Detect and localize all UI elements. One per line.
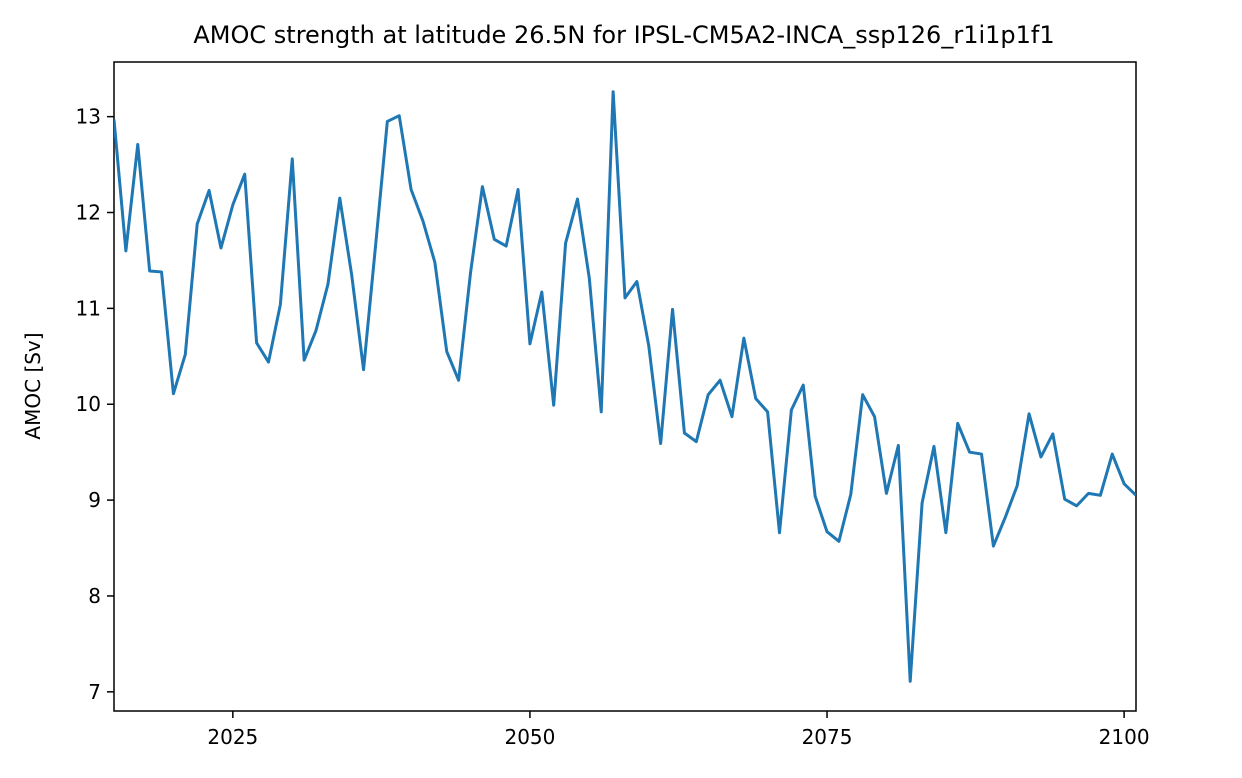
y-tick-label: 9 xyxy=(88,488,101,512)
y-tick-label: 8 xyxy=(88,584,101,608)
x-tick-label: 2075 xyxy=(802,725,853,749)
y-tick-label: 13 xyxy=(76,105,101,129)
y-axis-title: AMOC [Sv] xyxy=(21,332,45,439)
y-tick-label: 10 xyxy=(76,392,101,416)
y-tick-label: 7 xyxy=(88,680,101,704)
x-tick-label: 2025 xyxy=(207,725,258,749)
plot-area xyxy=(113,61,1137,712)
y-axis: 7 8 9 10 11 12 13 xyxy=(76,105,114,704)
axes-frame xyxy=(113,61,1137,712)
y-tick-label: 12 xyxy=(76,201,101,225)
x-tick-label: 2050 xyxy=(504,725,555,749)
x-axis: 2025 2050 2075 2100 xyxy=(207,711,1150,749)
amoc-series-line xyxy=(114,90,1136,683)
x-tick-label: 2100 xyxy=(1099,725,1150,749)
series-layer xyxy=(114,90,1136,683)
chart-title: AMOC strength at latitude 26.5N for IPSL… xyxy=(193,21,1054,49)
y-tick-label: 11 xyxy=(76,296,101,320)
